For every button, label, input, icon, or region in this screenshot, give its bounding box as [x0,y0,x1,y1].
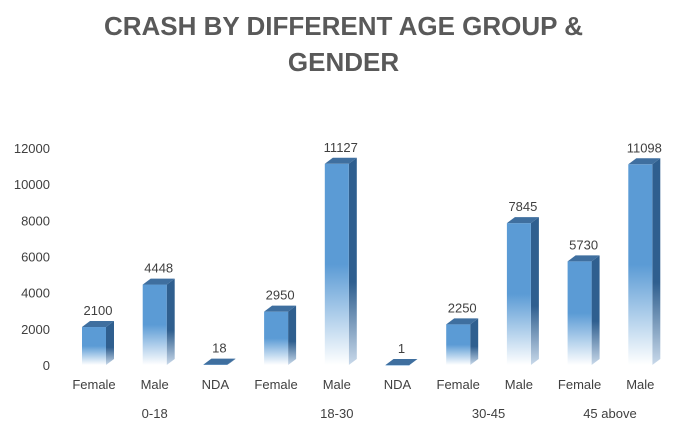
bar-4 [324,157,357,365]
bar-top [203,358,236,365]
data-label: 2250 [448,300,477,315]
data-label: 11127 [324,140,358,155]
y-tick-label: 6000 [21,250,50,265]
data-label: 11098 [627,140,662,155]
bar-side [530,217,539,365]
data-label: 2950 [266,288,295,303]
bar-side [470,318,479,365]
category-label: Male [626,377,654,392]
bar-side [288,305,297,365]
bar-top [385,358,418,365]
chart-title-line-2: GENDER [287,47,400,77]
bar-front [264,311,289,365]
bar-2 [203,358,236,366]
category-label: Male [323,377,351,392]
bar-side [409,358,418,365]
bar-0 [82,321,114,365]
bar-front [628,164,653,365]
bar-top [264,305,297,312]
y-axis: 0 2000 4000 6000 8000 10000 12000 [14,141,50,373]
bar-side [227,358,236,365]
category-label: Female [558,377,601,392]
bar-1 [142,278,175,365]
bar-3 [264,305,297,365]
bar-side [652,158,661,365]
chart-title-line-1: CRASH BY DIFFERENT AGE GROUP & [103,11,584,41]
category-label: Female [437,377,480,392]
group-label: 45 above [583,406,637,421]
group-label: 30-45 [472,406,505,421]
bar-front [446,324,471,365]
bar-front [142,284,167,365]
bar-top [567,255,600,262]
chart-title: CRASH BY DIFFERENT AGE GROUP & GENDER [0,8,687,80]
data-label: 7845 [508,199,537,214]
bar-front [203,364,228,366]
y-tick-label: 4000 [21,286,50,301]
bar-top [82,321,114,328]
bar-side [106,321,114,365]
bar-9 [628,158,661,365]
data-label: 1 [398,341,405,356]
bar-top [628,158,661,165]
y-tick-label: 2000 [21,322,50,337]
bars: 2100 4448 18 2950 11127 1 2250 7845 5730 11098 [82,140,662,366]
y-tick-label: 10000 [14,177,50,192]
bar-5 [385,358,418,366]
group-label: 18-30 [320,406,353,421]
bar-side [591,255,600,365]
bar-7 [506,217,539,365]
bar-front [385,364,410,366]
y-tick-label: 8000 [21,213,50,228]
category-label: Male [141,377,169,392]
category-label: Female [254,377,297,392]
y-tick-label: 12000 [14,141,50,156]
bar-top [142,278,175,285]
bar-front [506,223,531,365]
data-label: 4448 [144,261,173,276]
x-axis: Female Male NDA Female Male NDA Female Male Fema… [72,377,654,421]
category-label: NDA [384,377,412,392]
group-label: 0-18 [142,406,168,421]
bar-front [82,327,106,365]
bar-6 [446,318,479,365]
data-label: 2100 [84,303,113,318]
bar-side [166,278,175,365]
y-tick-label: 0 [43,358,50,373]
category-label: Male [505,377,533,392]
bar-8 [567,255,600,365]
bar-top [506,217,539,224]
data-label: 5730 [569,237,598,252]
bar-front [324,163,349,365]
bar-top [324,157,357,164]
bar-top [446,318,479,325]
bar-side [348,157,357,365]
bar-front [567,261,592,365]
data-label: 18 [212,341,226,356]
category-label: Female [72,377,115,392]
category-label: NDA [202,377,230,392]
